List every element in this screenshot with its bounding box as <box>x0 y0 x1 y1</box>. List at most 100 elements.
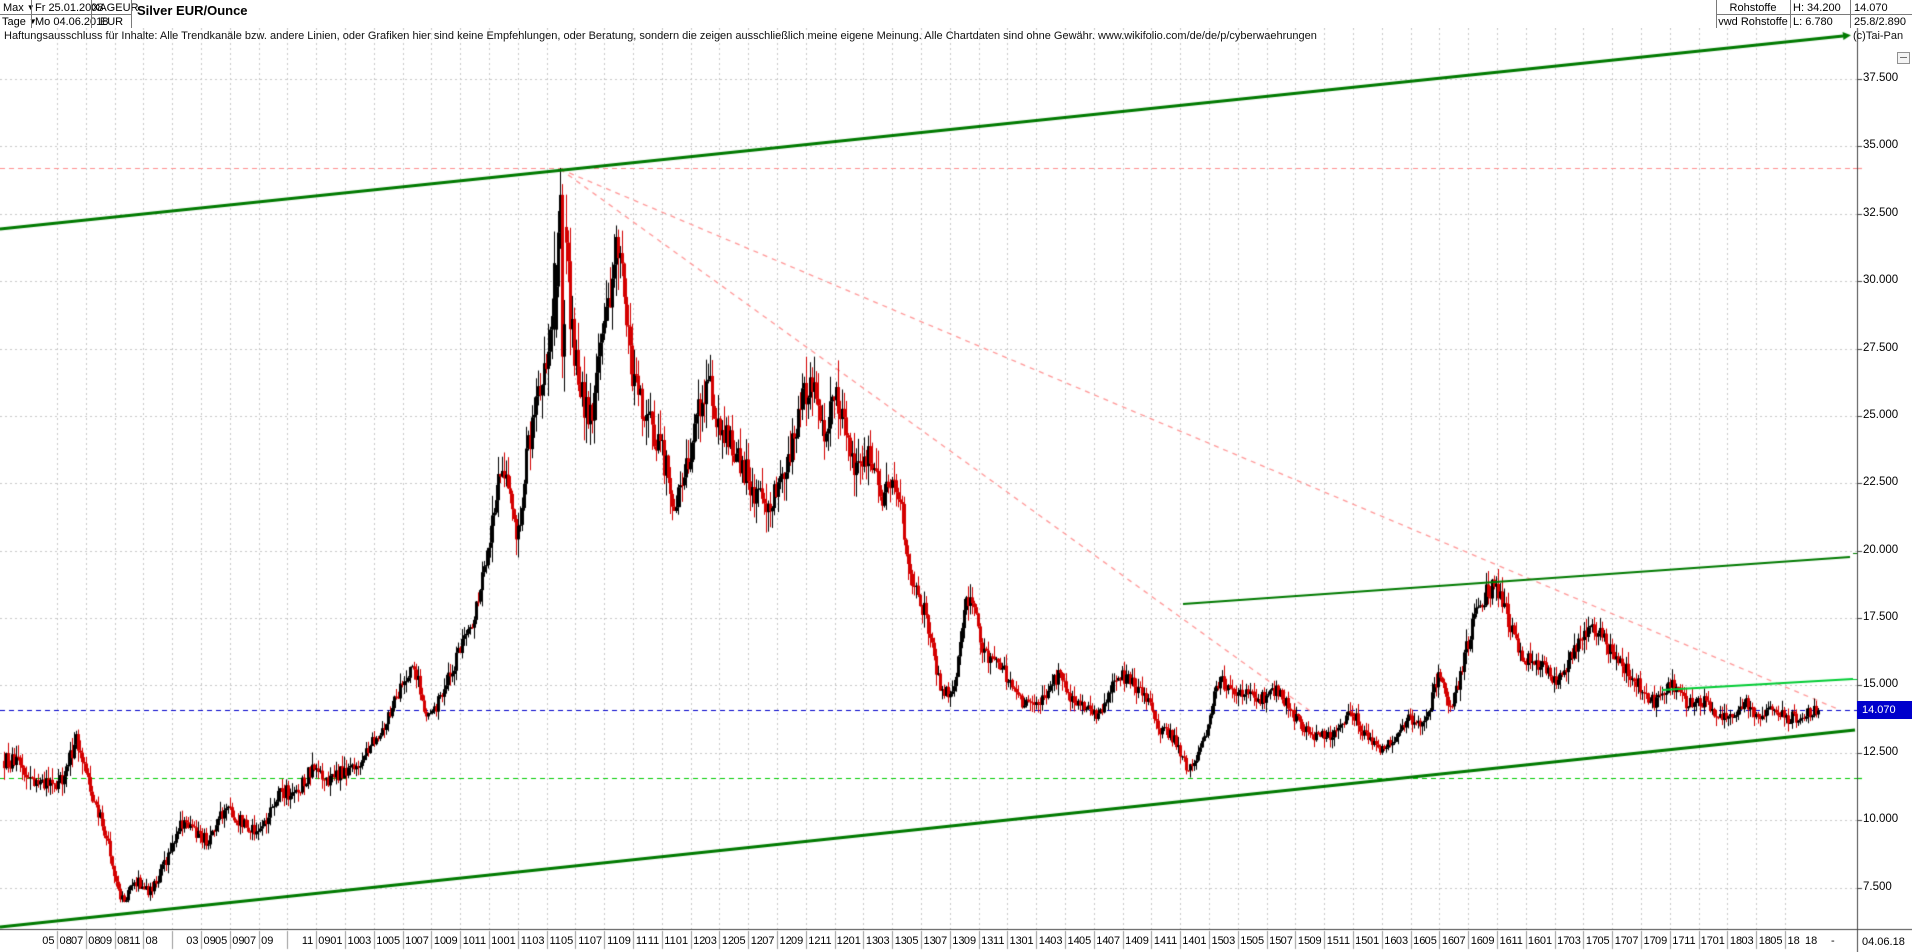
x-axis-label: 07 09 <box>243 935 274 947</box>
period-selector[interactable]: Tage ▼ <box>2 16 37 28</box>
x-axis-label: 11 15 <box>1338 935 1368 947</box>
x-axis-label: 03 17 <box>1568 935 1599 947</box>
x-axis-label: 09 14 <box>1136 935 1167 947</box>
x-axis-label: 09 17 <box>1655 935 1685 947</box>
y-axis-label: 35.000 <box>1863 139 1899 152</box>
x-axis-label: 09 11 <box>618 935 648 947</box>
last-price: 14.070 <box>1854 2 1888 14</box>
high-value: H: 34.200 <box>1793 2 1841 14</box>
header-divider <box>131 0 132 28</box>
price-chart-canvas[interactable] <box>0 28 1912 952</box>
x-axis-label: 05 08 <box>42 935 72 947</box>
x-axis-label: 05 12 <box>733 935 763 947</box>
low-value: L: 6.780 <box>1793 16 1833 28</box>
start-date: Fr 25.01.2008 <box>35 2 104 14</box>
x-axis-label: 11 16 <box>1511 935 1541 947</box>
x-axis-label: 05 10 <box>387 935 418 947</box>
x-axis-label: 01 14 <box>1021 935 1051 947</box>
x-axis-trailing-label: 18 <box>1805 935 1818 947</box>
header-divider <box>0 14 131 15</box>
y-axis-label: 25.000 <box>1863 408 1899 421</box>
x-axis-label: 05 15 <box>1251 935 1282 947</box>
x-axis-label: 07 08 <box>71 935 101 947</box>
y-axis-label: 27.500 <box>1863 341 1899 354</box>
range-selector-label: Max <box>3 2 24 14</box>
x-axis-label: 01 10 <box>330 935 360 947</box>
y-axis-label: 12.500 <box>1863 745 1899 758</box>
x-axis-label: 09 16 <box>1482 935 1512 947</box>
x-axis-label: 05 13 <box>906 935 936 947</box>
y-axis-label: 30.000 <box>1863 274 1899 287</box>
copyright-label: (c)Tai-Pan <box>1853 30 1904 42</box>
x-axis-label: 09 10 <box>445 935 475 947</box>
x-axis-label: 05 18 <box>1770 935 1800 947</box>
x-axis-label: 05 17 <box>1597 935 1627 947</box>
y-axis-label: 22.500 <box>1863 476 1899 489</box>
chevron-down-icon: ▼ <box>28 17 37 26</box>
x-axis-label: 01 17 <box>1539 935 1570 947</box>
x-axis-label: 03 13 <box>877 935 907 947</box>
price-extra: 25.8/2.890 <box>1854 16 1906 28</box>
disclaimer-text: Haftungsausschluss für Inhalte: Alle Tre… <box>4 30 1317 42</box>
x-axis-label: 11 10 <box>474 935 504 947</box>
x-axis-label: 11 08 <box>129 935 158 947</box>
x-axis-label: 03 16 <box>1395 935 1426 947</box>
y-axis-label: 17.500 <box>1863 611 1899 623</box>
x-axis-label: 03 11 <box>532 935 561 947</box>
x-axis-label: 09 15 <box>1309 935 1339 947</box>
x-axis-label: 11 12 <box>820 935 849 947</box>
y-axis-label: 7.500 <box>1863 880 1892 893</box>
axis-end-date: 04.06.18 <box>1862 936 1905 948</box>
x-axis-label: 01 13 <box>848 935 879 947</box>
x-axis-label: 07 13 <box>935 935 965 947</box>
x-axis-label: 11 11 <box>647 935 676 947</box>
x-axis-label: 01 15 <box>1194 935 1224 947</box>
y-axis-label: 37.500 <box>1863 72 1899 84</box>
collapse-panel-icon[interactable] <box>1897 52 1910 64</box>
x-axis-label: 05 16 <box>1424 935 1455 947</box>
x-axis-label: 03 14 <box>1050 935 1080 947</box>
end-date: Mo 04.06.2018 <box>35 16 109 28</box>
x-axis-label: 09 12 <box>791 935 821 947</box>
x-axis-label: 07 11 <box>589 935 619 947</box>
chevron-down-icon: ▼ <box>27 3 35 12</box>
x-axis-trailing-label: - <box>1831 935 1835 947</box>
x-axis-label: 11 13 <box>993 935 1022 947</box>
symbol-code: XAGEUR <box>92 2 139 14</box>
x-axis-label: 01 11 <box>503 935 533 947</box>
x-axis-label: 03 15 <box>1223 935 1253 947</box>
x-axis-label: 03 12 <box>704 935 735 947</box>
x-axis-label: 11 17 <box>1684 935 1713 947</box>
x-axis-label: 07 12 <box>762 935 792 947</box>
x-axis-label: 05 11 <box>561 935 590 947</box>
y-axis-label: 20.000 <box>1863 543 1899 556</box>
y-axis-label: 15.000 <box>1863 678 1899 691</box>
currency: EUR <box>99 16 124 28</box>
x-axis-label: 09 13 <box>963 935 994 947</box>
page-title: Silver EUR/Ounce <box>137 3 248 18</box>
x-axis-label: 09 08 <box>99 935 130 947</box>
y-axis-label: 32.500 <box>1863 206 1899 219</box>
data-feed: vwd Rohstoffe <box>1718 16 1788 28</box>
x-axis-label: 03 09 <box>186 935 216 947</box>
x-axis-label: 05 14 <box>1079 935 1109 947</box>
x-axis-label: 03 10 <box>359 935 389 947</box>
instrument-group: Rohstoffe <box>1729 2 1777 14</box>
range-selector[interactable]: Max▼ <box>3 2 35 14</box>
period-selector-label: Tage <box>2 16 26 28</box>
last-price-marker: 14.070 <box>1857 701 1912 719</box>
x-axis-label: 11 09 <box>301 935 331 947</box>
x-axis-label: 01 16 <box>1367 935 1397 947</box>
x-axis-label: 01 18 <box>1712 935 1743 947</box>
x-axis-label: 07 15 <box>1280 935 1311 947</box>
x-axis-label: 01 12 <box>675 935 706 947</box>
x-axis-label: 07 10 <box>416 935 447 947</box>
x-axis-label: 07 17 <box>1626 935 1656 947</box>
y-axis-label: 10.000 <box>1863 813 1899 826</box>
x-axis-label: 11 14 <box>1165 935 1195 947</box>
x-axis-label: 07 14 <box>1107 935 1138 947</box>
x-axis-label: 05 09 <box>215 935 245 947</box>
x-axis-label: 07 16 <box>1453 935 1483 947</box>
x-axis-label: 03 18 <box>1741 935 1771 947</box>
